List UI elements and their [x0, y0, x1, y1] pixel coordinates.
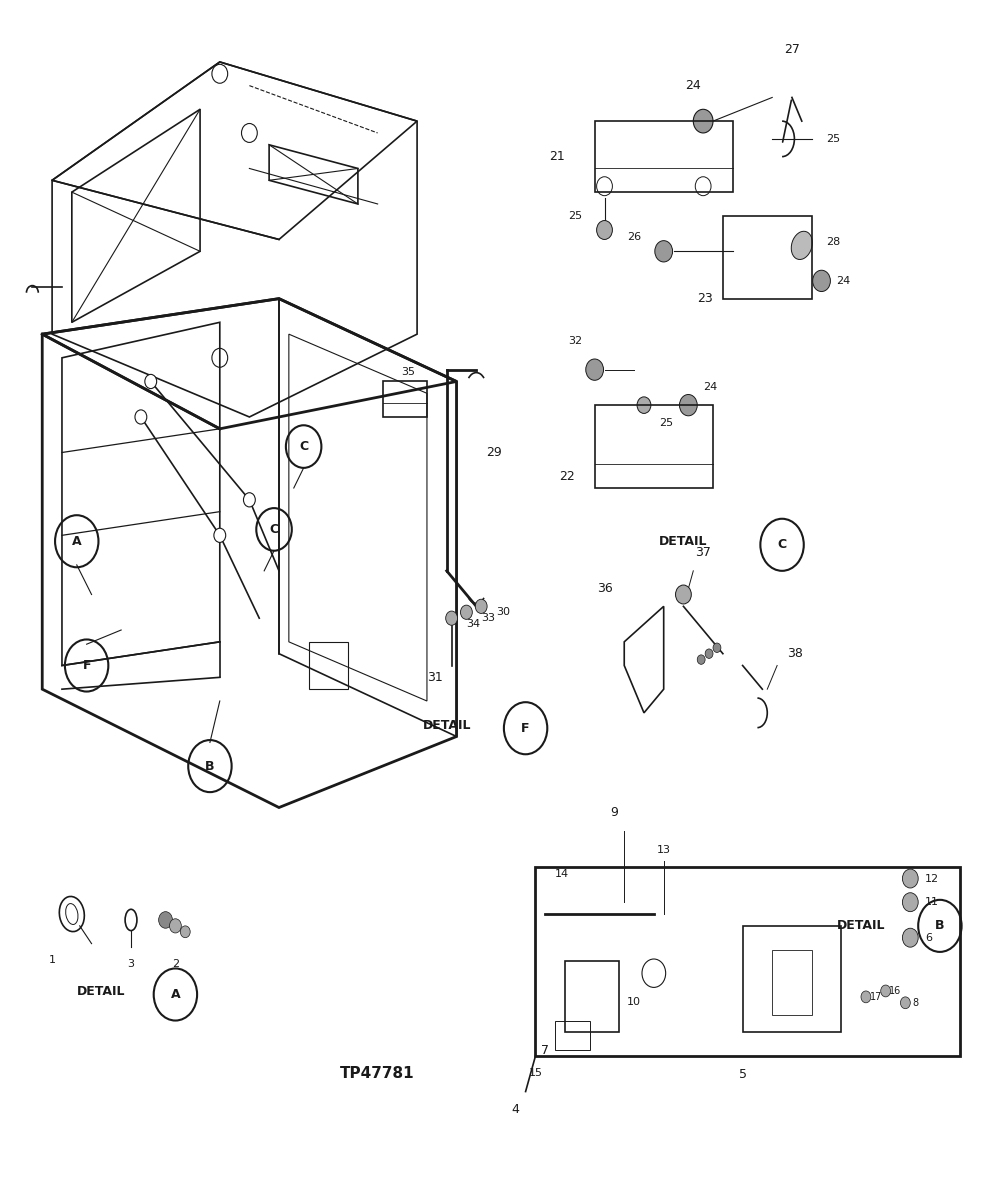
- Text: 17: 17: [870, 992, 882, 1002]
- Text: 21: 21: [550, 150, 565, 163]
- Text: 29: 29: [486, 446, 502, 459]
- Text: 15: 15: [529, 1068, 543, 1078]
- Circle shape: [697, 655, 705, 665]
- Text: 31: 31: [427, 671, 442, 684]
- Text: 37: 37: [695, 546, 711, 559]
- Bar: [772, 950, 811, 1014]
- Text: 22: 22: [559, 470, 575, 483]
- Circle shape: [903, 893, 919, 912]
- Text: 33: 33: [481, 614, 495, 623]
- Bar: [556, 1020, 589, 1050]
- Circle shape: [243, 492, 255, 507]
- Text: B: B: [205, 760, 214, 773]
- Text: A: A: [72, 535, 81, 548]
- Text: 14: 14: [556, 868, 569, 879]
- Circle shape: [705, 649, 713, 659]
- Text: 30: 30: [496, 608, 510, 617]
- Text: 1: 1: [49, 956, 56, 965]
- Text: 25: 25: [826, 134, 840, 144]
- Text: 13: 13: [657, 845, 671, 855]
- Text: 35: 35: [401, 367, 415, 377]
- Text: F: F: [522, 722, 530, 735]
- Text: DETAIL: DETAIL: [836, 919, 885, 932]
- Text: 4: 4: [512, 1103, 520, 1116]
- Bar: [743, 926, 841, 1032]
- Circle shape: [812, 270, 830, 291]
- Text: 27: 27: [784, 43, 800, 56]
- Circle shape: [145, 375, 157, 389]
- Text: 7: 7: [542, 1044, 550, 1057]
- Text: 28: 28: [826, 237, 840, 247]
- Circle shape: [655, 240, 673, 262]
- Text: 10: 10: [627, 996, 641, 1007]
- Text: 24: 24: [703, 383, 717, 392]
- Text: 3: 3: [128, 960, 135, 969]
- Circle shape: [475, 599, 487, 614]
- Text: C: C: [270, 523, 279, 536]
- Text: DETAIL: DETAIL: [77, 984, 126, 998]
- Circle shape: [170, 919, 182, 933]
- Circle shape: [901, 996, 911, 1008]
- Text: 12: 12: [926, 874, 939, 883]
- Circle shape: [159, 912, 173, 929]
- Text: B: B: [935, 919, 944, 932]
- Text: 5: 5: [739, 1068, 747, 1081]
- Text: 25: 25: [567, 210, 582, 221]
- Circle shape: [135, 410, 147, 424]
- Bar: [536, 867, 959, 1056]
- Text: 6: 6: [926, 932, 932, 943]
- Circle shape: [861, 990, 871, 1002]
- Bar: [565, 962, 619, 1032]
- Circle shape: [637, 397, 651, 414]
- Circle shape: [585, 359, 603, 380]
- Circle shape: [903, 869, 919, 888]
- Bar: [594, 405, 713, 487]
- Bar: [309, 642, 348, 690]
- Circle shape: [903, 929, 919, 948]
- Text: F: F: [82, 659, 91, 672]
- Text: 25: 25: [659, 417, 673, 428]
- Circle shape: [713, 643, 721, 653]
- Text: 26: 26: [627, 232, 641, 241]
- Text: 2: 2: [172, 960, 179, 969]
- Text: 23: 23: [697, 292, 713, 306]
- Text: 36: 36: [596, 581, 612, 594]
- Circle shape: [680, 395, 697, 416]
- Circle shape: [596, 220, 612, 239]
- Circle shape: [676, 585, 691, 604]
- Circle shape: [693, 109, 713, 133]
- Bar: [383, 382, 427, 417]
- Circle shape: [181, 926, 190, 938]
- Text: A: A: [171, 988, 181, 1001]
- Text: 38: 38: [787, 647, 803, 660]
- Text: 8: 8: [913, 998, 919, 1008]
- Text: 9: 9: [610, 806, 618, 819]
- Circle shape: [214, 528, 226, 542]
- Text: 32: 32: [567, 336, 582, 346]
- Bar: [594, 121, 733, 193]
- Text: DETAIL: DETAIL: [659, 535, 707, 548]
- Text: 11: 11: [926, 898, 939, 907]
- Circle shape: [445, 611, 457, 625]
- Text: TP47781: TP47781: [340, 1067, 415, 1081]
- Text: C: C: [299, 440, 309, 453]
- Bar: [723, 215, 811, 298]
- Ellipse shape: [792, 232, 812, 259]
- Circle shape: [881, 984, 891, 996]
- Text: 16: 16: [890, 986, 902, 996]
- Text: C: C: [778, 539, 787, 552]
- Text: DETAIL: DETAIL: [423, 719, 471, 731]
- Circle shape: [460, 605, 472, 619]
- Text: 24: 24: [685, 78, 701, 92]
- Text: 24: 24: [836, 276, 850, 285]
- Text: 34: 34: [466, 619, 480, 629]
